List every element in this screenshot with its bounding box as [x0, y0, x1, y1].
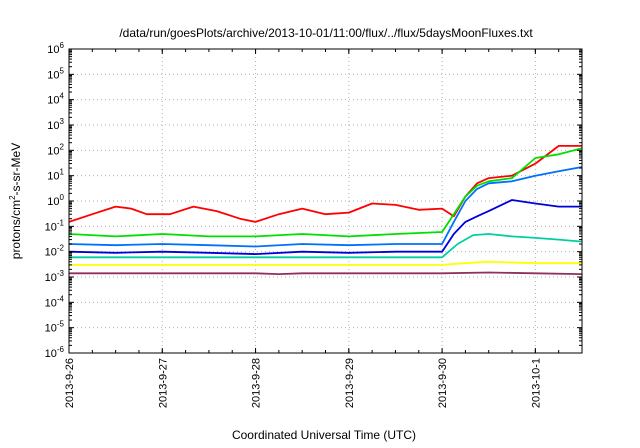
- series-line-2: [68, 147, 583, 238]
- x-tick-label: 2013-10-1: [530, 358, 542, 408]
- x-tick-label: 2013-9-27: [157, 358, 169, 408]
- y-tick-label-base: 10: [47, 69, 59, 81]
- y-tick-label: 101: [47, 168, 64, 183]
- series-line-3: [68, 166, 583, 248]
- y-tick-label: 106: [47, 41, 64, 56]
- y-tick-label: 10-4: [45, 294, 65, 309]
- y-tick-label-exponent: -4: [57, 294, 65, 303]
- y-tick-label: 10-3: [45, 269, 65, 284]
- y-tick-label: 102: [47, 142, 64, 157]
- y-tick-label-exponent: 0: [60, 193, 65, 202]
- y-tick-label-exponent: 2: [60, 142, 65, 151]
- y-axis-label: protons/cm2-s-sr-MeV: [8, 143, 23, 259]
- y-tick-label-base: 10: [45, 323, 57, 335]
- y-tick-label-exponent: 6: [60, 41, 65, 50]
- y-tick-label-exponent: -6: [57, 345, 65, 354]
- x-tick-label: 2013-9-30: [437, 358, 449, 408]
- y-tick-label-exponent: 5: [60, 66, 65, 75]
- y-tick-label-base: 10: [45, 272, 57, 284]
- y-tick-label-exponent: -2: [57, 244, 65, 253]
- y-tick-label-exponent: -1: [57, 218, 65, 227]
- y-tick-label: 10-2: [45, 244, 65, 259]
- y-axis-label-superscript: 2: [8, 195, 17, 200]
- y-tick-label-base: 10: [47, 95, 59, 107]
- y-tick-label: 10-6: [45, 345, 65, 360]
- y-tick-label-base: 10: [47, 171, 59, 183]
- x-tick-label: 2013-9-26: [64, 358, 76, 408]
- y-tick-label-exponent: 1: [60, 168, 65, 177]
- y-tick-label-base: 10: [45, 348, 57, 360]
- x-axis-ticks: 2013-9-26 2013-9-27 2013-9-28 2013-9-29 2013…: [64, 49, 583, 408]
- y-axis-label-prefix: protons/cm: [9, 200, 23, 259]
- y-tick-label-base: 10: [47, 44, 59, 56]
- x-tick-label: 2013-9-29: [344, 358, 356, 408]
- y-tick-label: 105: [47, 66, 64, 81]
- y-tick-label-base: 10: [45, 221, 57, 233]
- y-tick-label-exponent: -3: [57, 269, 65, 278]
- grid: [69, 49, 582, 353]
- series-line-5: [69, 233, 583, 259]
- y-tick-label-base: 10: [45, 247, 57, 259]
- series-line-7: [69, 271, 583, 276]
- y-tick-label-exponent: 4: [60, 92, 65, 101]
- chart-title: /data/run/goesPlots/archive/2013-10-01/1…: [119, 26, 533, 40]
- series-layer: [68, 144, 583, 276]
- y-tick-label: 104: [47, 92, 64, 107]
- y-axis-label-suffix: -s-sr-MeV: [9, 143, 23, 196]
- series-line-1: [68, 144, 582, 223]
- y-tick-label: 100: [47, 193, 64, 208]
- x-axis-label: Coordinated Universal Time (UTC): [232, 428, 416, 442]
- y-tick-label: 10-5: [45, 320, 65, 335]
- y-tick-label-exponent: 3: [60, 117, 65, 126]
- y-tick-label: 103: [47, 117, 64, 132]
- y-tick-label-base: 10: [47, 120, 59, 132]
- y-axis-ticks: 10610510410310210110010-110-210-310-410-…: [45, 41, 582, 360]
- x-tick-label: 2013-9-28: [251, 358, 263, 408]
- y-tick-label-base: 10: [47, 196, 59, 208]
- series-line-4: [68, 199, 582, 256]
- y-tick-label-exponent: -5: [57, 320, 65, 329]
- y-tick-label-base: 10: [47, 145, 59, 157]
- series-line-6: [69, 260, 582, 266]
- y-tick-label: 10-1: [45, 218, 65, 233]
- y-tick-label-base: 10: [45, 297, 57, 309]
